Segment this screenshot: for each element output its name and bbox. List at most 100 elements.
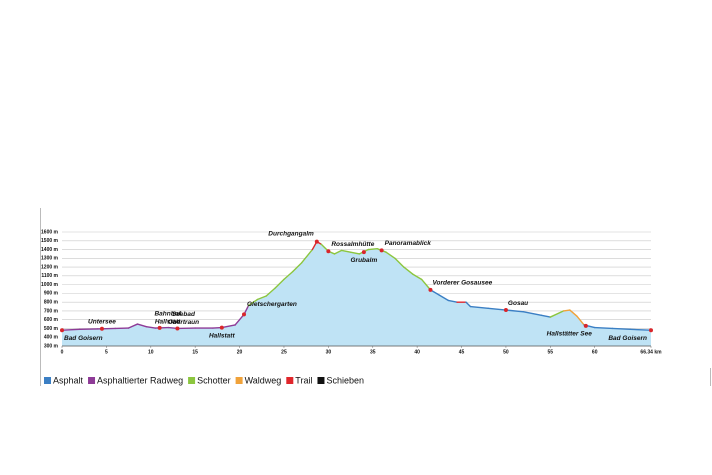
legend-label: Waldweg	[245, 375, 282, 385]
surface-segment	[403, 266, 414, 275]
waypoint-label: Hallstatt	[155, 319, 181, 326]
waypoint-label: Gletschergarten	[247, 301, 297, 308]
legend-label: Trail	[295, 375, 312, 385]
waypoint-label: Seebad	[172, 311, 196, 318]
waypoint-label: Bad Goisern	[608, 335, 647, 342]
y-tick-label: 1300 m	[41, 256, 59, 262]
waypoint	[157, 325, 162, 330]
surface-segment	[136, 323, 148, 328]
surface-segment	[247, 298, 259, 307]
x-tick-label: 50	[503, 349, 509, 355]
surface-segment	[292, 261, 303, 273]
waypoint	[326, 249, 331, 254]
legend-swatch	[88, 377, 96, 384]
waypoint	[361, 250, 366, 255]
legend-label: Schotter	[197, 375, 231, 385]
x-tick-label: 5	[105, 349, 108, 355]
x-tick-label: 45	[459, 349, 465, 355]
waypoint	[314, 239, 319, 244]
surface-segment	[505, 309, 525, 313]
surface-segment	[340, 249, 352, 253]
y-tick-label: 400 m	[44, 335, 59, 341]
x-tick-label: 40	[414, 349, 420, 355]
legend-swatch	[44, 377, 51, 384]
waypoint-label: Bahnhof	[154, 311, 181, 318]
elevation-area	[62, 241, 651, 346]
waypoint	[242, 312, 247, 317]
surface-segment	[127, 323, 139, 329]
surface-segment	[522, 311, 543, 317]
waypoint-label: Obertraun	[168, 319, 199, 326]
waypoint	[219, 325, 224, 330]
x-tick-label: 15	[192, 349, 198, 355]
surface-segment	[420, 278, 432, 291]
surface-segment	[469, 305, 489, 309]
surface-segment	[594, 326, 614, 330]
y-tick-label: 1400 m	[41, 247, 59, 253]
y-tick-label: 300 m	[44, 343, 59, 349]
surface-segment	[438, 294, 449, 302]
surface-segment	[540, 314, 552, 318]
waypoint-label: Panoramablick	[385, 240, 432, 247]
y-tick-label: 800 m	[44, 299, 59, 305]
surface-segment	[333, 249, 343, 255]
y-tick-label: 1100 m	[41, 273, 58, 279]
waypoint	[503, 308, 508, 313]
legend-swatch	[317, 377, 325, 384]
waypoint-label: Hallstatt	[209, 332, 235, 339]
surface-segment	[562, 309, 571, 312]
x-tick-label: 66.34 km	[640, 349, 662, 355]
surface-segment	[274, 278, 285, 289]
surface-segment	[385, 251, 396, 260]
waypoint	[379, 248, 384, 253]
legend-swatch	[188, 377, 196, 384]
surface-segment	[367, 247, 378, 251]
x-tick-label: 0	[61, 349, 64, 355]
waypoint	[175, 326, 180, 331]
surface-segment	[394, 257, 405, 268]
waypoint	[99, 326, 104, 331]
x-tick-label: 20	[237, 349, 243, 355]
legend-swatch	[286, 377, 294, 384]
y-tick-label: 700 m	[44, 308, 59, 314]
surface-segment	[61, 328, 81, 331]
surface-segment	[234, 313, 245, 326]
waypoint-label: Vorderer Gosausee	[432, 280, 492, 287]
waypoint-label: Grubalm	[351, 257, 378, 264]
legend-label: Asphaltierter Radweg	[97, 375, 183, 385]
x-tick-label: 35	[370, 349, 376, 355]
y-tick-label: 500 m	[44, 326, 59, 332]
surface-segment	[576, 315, 585, 326]
y-tick-label: 900 m	[44, 291, 59, 297]
surface-segment	[629, 328, 652, 331]
x-tick-label: 25	[281, 349, 287, 355]
legend-label: Schieben	[326, 375, 364, 385]
surface-segment	[569, 309, 578, 317]
x-tick-label: 10	[148, 349, 154, 355]
surface-segment	[283, 270, 294, 281]
surface-segment	[301, 248, 314, 264]
waypoint	[428, 287, 433, 292]
surface-segment	[465, 301, 472, 308]
waypoint	[649, 328, 653, 333]
surface-segment	[487, 307, 507, 311]
legend-label: Asphalt	[53, 375, 84, 385]
waypoint	[60, 328, 64, 333]
surface-segment	[412, 273, 423, 281]
x-tick-label: 55	[548, 349, 554, 355]
surface-segment	[256, 295, 267, 301]
waypoint	[583, 323, 588, 328]
chart: 300 m 400 m 500 m 600 m 700 m 800 m 900 m 1000 …	[41, 229, 662, 385]
surface-segment	[221, 324, 236, 329]
surface-segment	[265, 287, 276, 297]
y-tick-label: 600 m	[44, 317, 59, 323]
waypoint-label: Hallstätter See	[547, 331, 593, 338]
waypoint-label: Untersee	[88, 318, 116, 325]
y-tick-label: 1000 m	[41, 282, 59, 288]
surface-segment	[611, 327, 631, 331]
x-tick-label: 30	[326, 349, 332, 355]
waypoint-label: Bad Goisern	[64, 335, 103, 342]
legend-swatch	[235, 377, 243, 384]
waypoint-label: Gosau	[508, 300, 528, 307]
